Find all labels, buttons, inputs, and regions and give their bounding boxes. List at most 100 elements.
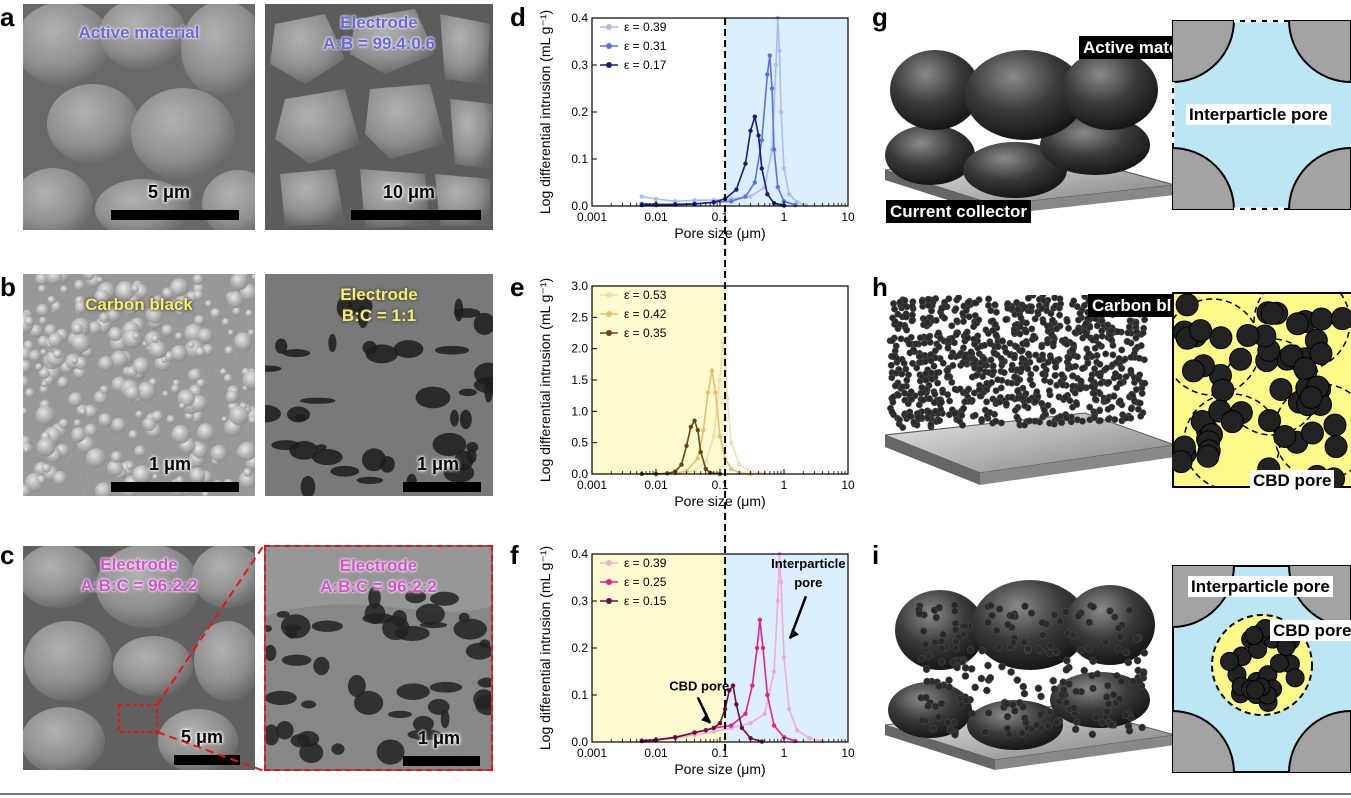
data-point: [711, 725, 716, 731]
data-point: [701, 427, 706, 433]
sem-image-electrode-abc-zoom: Electrode A:B:C = 96:2:2 1 μm: [264, 545, 493, 771]
y-tick-label: 0.1: [571, 688, 588, 702]
panel-label-c: c: [0, 540, 15, 570]
data-point: [653, 196, 659, 202]
caption-ratio: A:B:C = 96:2:2: [320, 577, 437, 596]
caption-ratio: A:B:C = 96:2:2: [80, 576, 198, 595]
y-tick-label: 0.0: [571, 735, 588, 749]
data-point: [754, 645, 760, 651]
data-point: [781, 166, 787, 171]
scale-label: 1 μm: [418, 728, 461, 748]
data-point: [717, 434, 723, 439]
x-tick-label: 1: [781, 478, 788, 492]
caption-ratio: B:C = 1:1: [341, 306, 417, 325]
data-point: [743, 711, 748, 716]
data-point: [765, 692, 770, 698]
data-point: [729, 723, 734, 728]
x-tick-label: 10: [841, 210, 855, 224]
shaded-region: [592, 286, 726, 474]
x-tick-label: 10: [841, 478, 855, 492]
data-point: [711, 434, 716, 439]
panel-label-e: e: [510, 272, 525, 302]
legend-entry: ε = 0.35: [624, 326, 667, 340]
scale-label: 1 μm: [417, 454, 460, 474]
data-point: [777, 48, 782, 54]
data-point: [709, 368, 715, 373]
caption-electrode: Electrode: [339, 556, 418, 575]
x-tick-label: 1: [781, 746, 788, 760]
legend-entry: ε = 0.53: [624, 288, 667, 302]
data-point: [743, 194, 748, 199]
data-point: [752, 114, 758, 119]
data-point: [781, 655, 787, 660]
data-point: [757, 617, 763, 622]
x-tick-label: 0.01: [644, 746, 668, 760]
data-point: [765, 72, 770, 77]
y-tick-label: 2.0: [571, 342, 588, 356]
data-point: [692, 418, 697, 423]
data-point: [730, 683, 736, 688]
x-tick-label: 0.001: [577, 746, 607, 760]
data-point: [759, 138, 765, 143]
panel-label-a: a: [0, 2, 15, 32]
shaded-region: [725, 18, 848, 206]
data-point: [679, 462, 684, 467]
data-point: [739, 725, 745, 731]
panel-label-f: f: [510, 540, 519, 570]
data-point: [778, 580, 784, 585]
data-point: [703, 728, 709, 733]
scale-bar: [403, 482, 481, 492]
panel-label-i: i: [872, 540, 880, 570]
y-tick-label: 0.4: [571, 547, 588, 561]
data-point: [767, 53, 773, 58]
x-tick-label: 0.01: [644, 478, 668, 492]
annotation-cbd-pore: CBD pore: [669, 678, 729, 693]
schematic-carbon-black: [884, 288, 1176, 495]
scale-label: 5 μm: [148, 182, 191, 202]
data-point: [794, 728, 800, 733]
data-point: [711, 729, 716, 734]
x-axis-label: Pore size (μm): [674, 225, 765, 241]
x-axis-label: Pore size (μm): [674, 493, 765, 509]
scale-bar: [351, 210, 481, 220]
data-point: [725, 396, 730, 401]
panel-label-g: g: [872, 2, 888, 32]
data-point: [748, 194, 753, 199]
data-point: [722, 706, 728, 712]
scale-label: 5 μm: [181, 727, 224, 747]
y-tick-label: 0.3: [571, 594, 588, 608]
data-point: [688, 424, 694, 430]
y-tick-label: 1.5: [571, 373, 588, 387]
data-point: [737, 462, 742, 467]
data-point: [743, 161, 748, 166]
legend-entry: ε = 0.42: [624, 307, 667, 321]
scale-label: 10 μm: [383, 182, 436, 202]
data-point: [762, 711, 767, 716]
y-tick-label: 1.0: [571, 404, 588, 418]
data-point: [722, 352, 728, 358]
data-point: [769, 86, 775, 91]
scale-bar: [174, 755, 240, 765]
data-point: [665, 471, 670, 476]
data-point: [752, 180, 758, 185]
data-point: [711, 200, 716, 205]
legend-entry: ε = 0.17: [624, 58, 667, 72]
caption-electrode: Electrode: [100, 555, 178, 574]
caption-electrode: Electrode: [340, 13, 418, 32]
x-tick-label: 0.1: [712, 478, 729, 492]
data-point: [717, 721, 723, 726]
schematic-electrode-mixture: [884, 565, 1176, 775]
scale-bar: [111, 210, 239, 220]
panel-label-h: h: [872, 272, 888, 302]
data-point: [786, 706, 792, 712]
caption-electrode: Electrode: [340, 285, 418, 304]
x-tick-label: 1: [781, 210, 788, 224]
data-point: [748, 128, 753, 133]
x-tick-label: 0.1: [712, 746, 729, 760]
sem-image-electrode-abc-overview: Electrode A:B:C = 96:2:2 5 μm: [23, 546, 255, 770]
x-tick-label: 0.01: [644, 210, 668, 224]
data-point: [771, 723, 777, 728]
legend-entry: ε = 0.39: [624, 20, 667, 34]
label-current-collector: Current collector: [886, 200, 1031, 223]
